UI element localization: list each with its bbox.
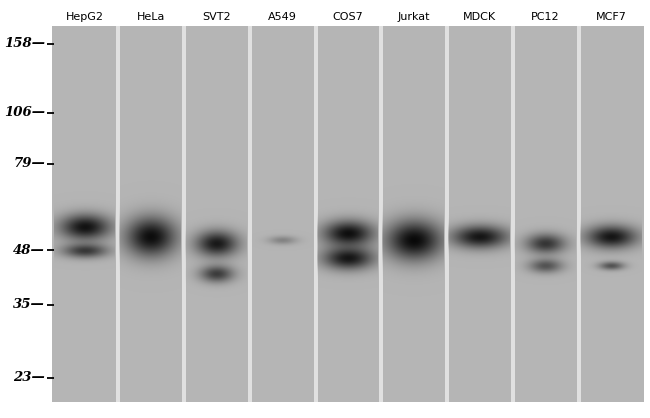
Text: 158—: 158— — [4, 37, 45, 50]
Text: HepG2: HepG2 — [66, 12, 104, 22]
Text: 106—: 106— — [4, 107, 45, 120]
Text: HeLa: HeLa — [136, 12, 165, 22]
Text: 48—: 48— — [13, 244, 45, 257]
Text: SVT2: SVT2 — [202, 12, 231, 22]
Text: A549: A549 — [268, 12, 296, 22]
Text: COS7: COS7 — [333, 12, 363, 22]
Text: MCF7: MCF7 — [595, 12, 627, 22]
Text: Jurkat: Jurkat — [398, 12, 430, 22]
Text: 23—: 23— — [13, 371, 45, 384]
Text: PC12: PC12 — [531, 12, 560, 22]
Text: 35—: 35— — [13, 298, 45, 311]
Text: MDCK: MDCK — [463, 12, 496, 22]
Text: 79—: 79— — [13, 157, 45, 171]
